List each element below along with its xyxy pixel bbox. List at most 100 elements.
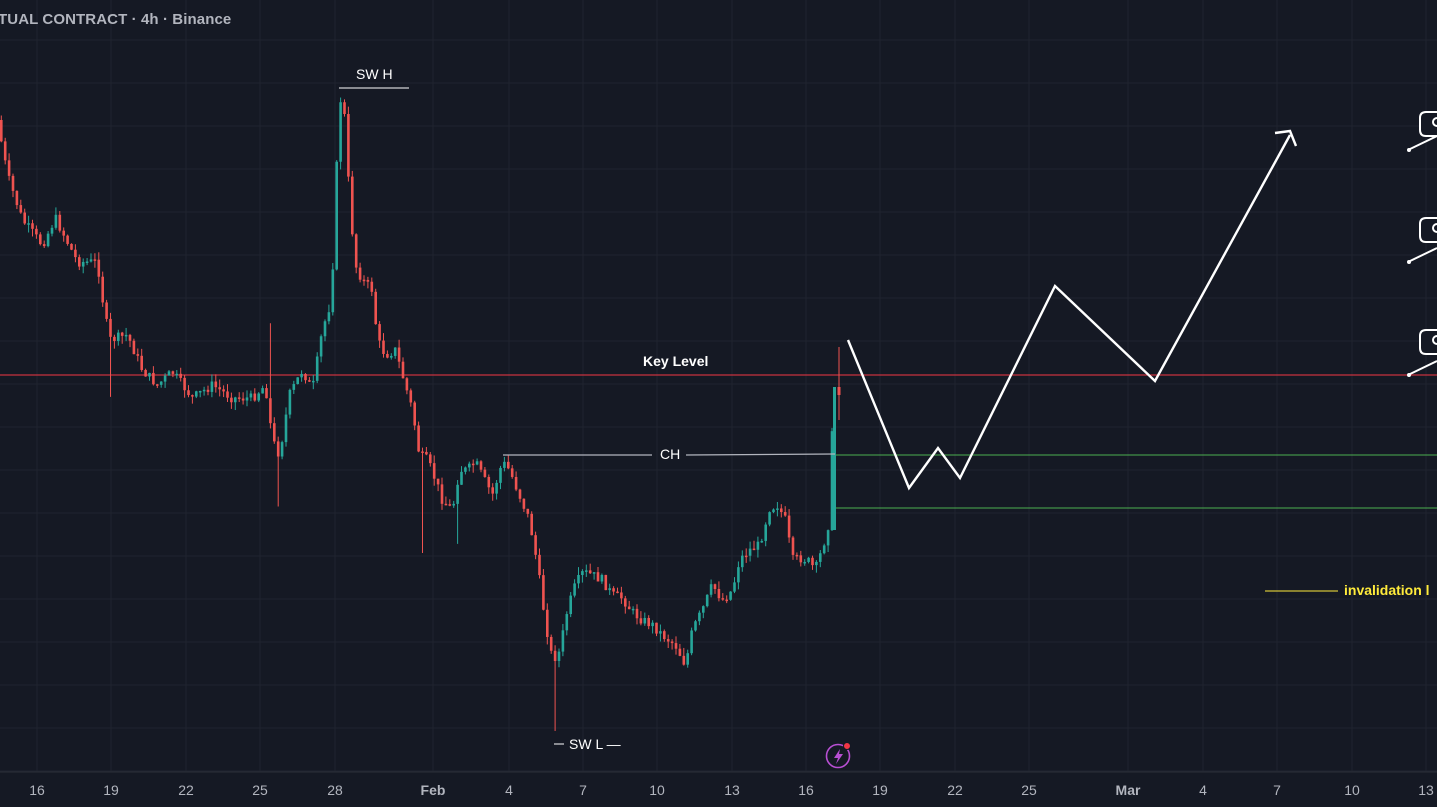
- candle-down: [432, 463, 436, 479]
- candle-up: [393, 347, 397, 356]
- candle-down: [343, 102, 346, 115]
- candle-down: [269, 398, 272, 424]
- ch-label: CH: [660, 446, 680, 462]
- x-axis-tick-label: 4: [505, 782, 513, 798]
- candle-up: [764, 524, 767, 541]
- candle-down: [787, 515, 791, 538]
- flag-callout-stem: [1407, 247, 1437, 263]
- candle-down: [74, 249, 77, 258]
- candle-down: [674, 643, 678, 649]
- candle-up: [390, 355, 393, 358]
- candle-up: [659, 631, 662, 634]
- candle-up: [46, 233, 50, 247]
- candle-up: [557, 651, 561, 661]
- candle-down: [362, 279, 366, 282]
- candle-up: [312, 380, 315, 383]
- candle-down: [783, 512, 787, 516]
- candle-down: [487, 476, 491, 488]
- candle-last: [837, 387, 841, 395]
- candle-up: [569, 595, 572, 615]
- candle-up: [257, 393, 260, 401]
- candle-down: [526, 508, 530, 514]
- candle-down: [507, 461, 510, 469]
- candle-up: [686, 653, 689, 665]
- candle-up: [89, 259, 93, 262]
- candle-up: [729, 591, 732, 600]
- x-axis-tick-label: 7: [1273, 782, 1281, 798]
- candle-down: [682, 655, 686, 665]
- candle-down: [678, 648, 682, 656]
- candle-up: [577, 574, 580, 584]
- flag-callout-anchor: [1407, 260, 1411, 264]
- flag-callout-anchor: [1407, 373, 1411, 377]
- candle-down: [97, 259, 101, 277]
- candle-down: [171, 371, 175, 374]
- candle-down: [70, 243, 73, 250]
- candle-down: [35, 228, 38, 235]
- x-axis-tick-label: 10: [1344, 782, 1360, 798]
- candle-up: [573, 583, 576, 596]
- x-axis-tick-label: 22: [178, 782, 194, 798]
- x-axis-tick-label: 16: [798, 782, 814, 798]
- swing-high-label: SW H: [356, 66, 393, 82]
- candle-down: [655, 622, 658, 634]
- candle-up: [81, 261, 85, 267]
- flag-callout-glyph: [1432, 117, 1437, 127]
- candle-down: [19, 205, 23, 213]
- candle-up: [327, 312, 331, 322]
- candle-up: [651, 622, 654, 627]
- lightning-circle: [825, 743, 851, 769]
- candle-up: [245, 397, 249, 401]
- candle-down: [351, 176, 354, 235]
- candle-down: [530, 513, 533, 536]
- candle-down: [382, 340, 385, 354]
- candle-down: [308, 380, 311, 382]
- flag-callout-icon: [1407, 111, 1437, 152]
- annotations: SW H CH Key Level SW L — invalidation l: [339, 66, 1430, 769]
- flag-callout-box: [1419, 217, 1437, 243]
- candle-down: [717, 589, 721, 599]
- candle-up: [468, 463, 471, 468]
- candle-down: [514, 476, 518, 490]
- x-axis-tick-label: 19: [103, 782, 119, 798]
- candle-down: [639, 618, 643, 624]
- candle-down: [409, 390, 413, 403]
- candle-down: [241, 398, 245, 401]
- candle-up: [807, 557, 810, 562]
- candle-down: [78, 257, 81, 267]
- candle-down: [421, 451, 424, 453]
- candle-up: [600, 574, 604, 582]
- candle-down: [152, 372, 155, 385]
- candle-down: [358, 267, 362, 280]
- x-axis[interactable]: 16 19 22 25 28 Feb 4 7 10 13 16 19 22 25 Mar 4 7 10 13: [0, 771, 1437, 807]
- candle-down: [370, 281, 374, 292]
- candle-down: [15, 190, 19, 206]
- candle-up: [756, 541, 760, 550]
- candle-up: [503, 461, 506, 468]
- candle-down: [799, 555, 803, 563]
- x-axis-tick-label: 7: [579, 782, 587, 798]
- x-axis-tick-label: 16: [29, 782, 45, 798]
- candle-down: [663, 631, 666, 640]
- candle-down: [553, 650, 557, 661]
- candle-down: [7, 160, 11, 176]
- candle-up: [335, 161, 338, 270]
- candle-down: [713, 584, 717, 590]
- candle-down: [436, 478, 440, 485]
- candle-down: [811, 557, 814, 566]
- candle-down: [413, 402, 416, 426]
- candle-down: [230, 397, 233, 403]
- candle-down: [132, 340, 136, 355]
- candle-down: [491, 487, 494, 494]
- x-axis-tick-label: 25: [252, 782, 268, 798]
- candle-down: [0, 120, 3, 142]
- candle-up: [581, 571, 584, 575]
- candle-down: [109, 318, 112, 337]
- candle-down: [440, 484, 444, 504]
- candle-down: [721, 598, 725, 600]
- candle-down: [156, 384, 159, 386]
- candle-down: [752, 548, 756, 551]
- candle-down: [417, 425, 420, 452]
